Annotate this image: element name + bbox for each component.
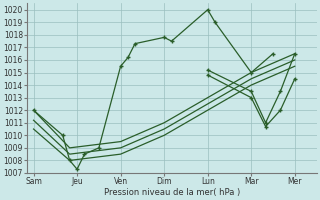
X-axis label: Pression niveau de la mer( hPa ): Pression niveau de la mer( hPa ) <box>104 188 240 197</box>
